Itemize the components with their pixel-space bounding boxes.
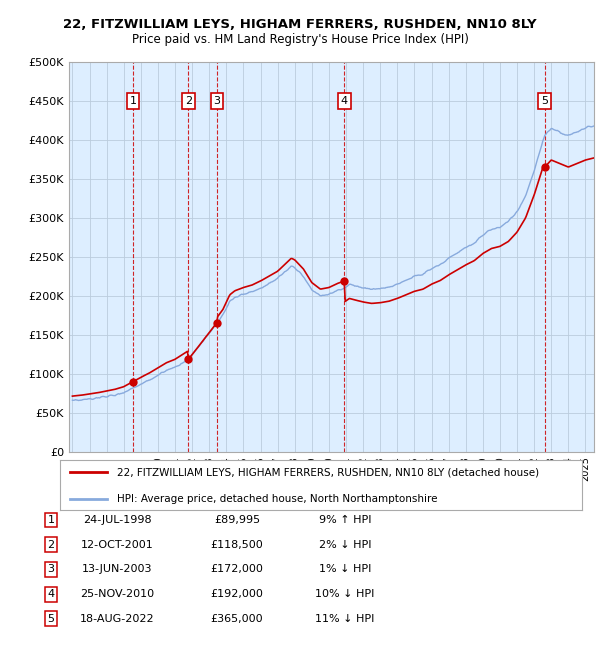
Text: 10% ↓ HPI: 10% ↓ HPI (316, 589, 374, 599)
Text: 2% ↓ HPI: 2% ↓ HPI (319, 540, 371, 550)
Text: 3: 3 (47, 564, 55, 575)
Text: £365,000: £365,000 (211, 614, 263, 624)
Text: 13-JUN-2003: 13-JUN-2003 (82, 564, 152, 575)
Text: £118,500: £118,500 (211, 540, 263, 550)
Text: 4: 4 (341, 96, 348, 106)
Text: 12-OCT-2001: 12-OCT-2001 (80, 540, 154, 550)
Text: 22, FITZWILLIAM LEYS, HIGHAM FERRERS, RUSHDEN, NN10 8LY (detached house): 22, FITZWILLIAM LEYS, HIGHAM FERRERS, RU… (118, 467, 539, 477)
Text: 5: 5 (541, 96, 548, 106)
Text: 1: 1 (47, 515, 55, 525)
Text: Price paid vs. HM Land Registry's House Price Index (HPI): Price paid vs. HM Land Registry's House … (131, 32, 469, 46)
Text: £89,995: £89,995 (214, 515, 260, 525)
Text: HPI: Average price, detached house, North Northamptonshire: HPI: Average price, detached house, Nort… (118, 494, 438, 504)
Text: 3: 3 (214, 96, 220, 106)
Text: 24-JUL-1998: 24-JUL-1998 (83, 515, 151, 525)
Text: 1% ↓ HPI: 1% ↓ HPI (319, 564, 371, 575)
Text: £172,000: £172,000 (211, 564, 263, 575)
Text: 5: 5 (47, 614, 55, 624)
Text: £192,000: £192,000 (211, 589, 263, 599)
Text: 1: 1 (130, 96, 137, 106)
Text: 9% ↑ HPI: 9% ↑ HPI (319, 515, 371, 525)
Text: 11% ↓ HPI: 11% ↓ HPI (316, 614, 374, 624)
Text: 4: 4 (47, 589, 55, 599)
Text: 18-AUG-2022: 18-AUG-2022 (80, 614, 154, 624)
Text: 2: 2 (185, 96, 192, 106)
Text: 2: 2 (47, 540, 55, 550)
Text: 22, FITZWILLIAM LEYS, HIGHAM FERRERS, RUSHDEN, NN10 8LY: 22, FITZWILLIAM LEYS, HIGHAM FERRERS, RU… (63, 18, 537, 31)
Text: 25-NOV-2010: 25-NOV-2010 (80, 589, 154, 599)
